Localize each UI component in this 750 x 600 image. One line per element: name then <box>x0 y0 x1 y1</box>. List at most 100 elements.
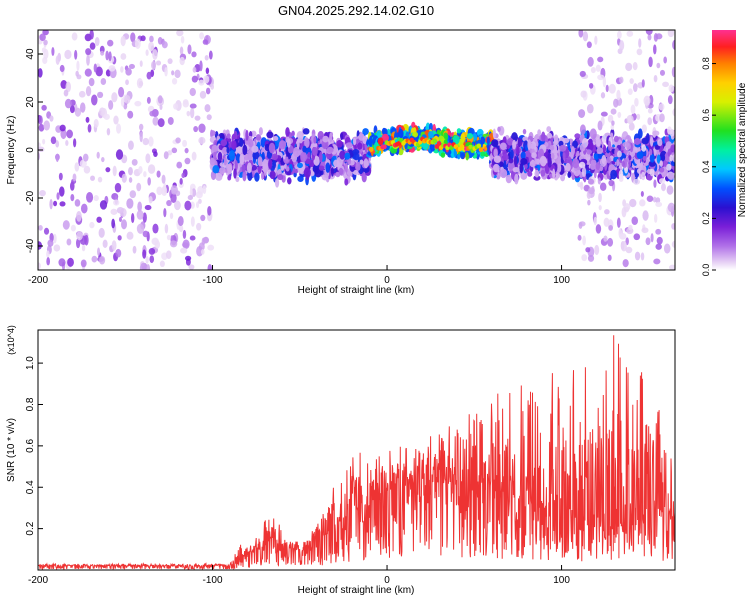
spectrogram-cell <box>344 152 351 160</box>
spectrogram-cell <box>339 150 346 160</box>
spectrogram-cell <box>139 131 143 143</box>
spectrogram-cell <box>632 61 638 71</box>
spectrogram-cell <box>53 233 57 244</box>
spectrogram-cell <box>138 165 143 174</box>
spectrogram-cell <box>85 116 90 123</box>
spectrogram-cell <box>56 192 60 200</box>
spectrogram-cell <box>620 240 627 252</box>
spectrogram-cell <box>631 216 638 225</box>
spectrogram-cell <box>656 154 661 164</box>
spectrogram-cell <box>148 247 156 255</box>
spectrogram-cell <box>157 118 165 128</box>
spectrogram-cell <box>361 172 367 183</box>
spectrogram-cell <box>222 147 228 155</box>
spectrogram-cell <box>204 104 211 113</box>
spectrogram-cell <box>574 133 581 139</box>
spectrogram-cell <box>640 171 646 181</box>
spectrogram-cell <box>130 32 136 43</box>
spectrogram-cell <box>55 55 60 65</box>
spectrogram-cell <box>657 139 663 147</box>
spectrogram-cell <box>190 216 195 227</box>
spectrogram-cell <box>589 142 594 151</box>
spectrogram-cell <box>636 48 643 56</box>
spectrogram-cell <box>203 75 210 84</box>
colorbar: 0.0 0.2 0.4 0.6 0.8 Normalized spectral ampl… <box>701 30 748 276</box>
spectrogram-cell <box>322 135 329 143</box>
spectrogram-cell <box>597 177 601 185</box>
spectrogram-cell <box>144 204 152 211</box>
spectrogram-cell <box>659 69 666 76</box>
spectrogram-cell <box>227 175 232 181</box>
spectrogram-cell <box>128 177 133 183</box>
spectrogram-cell <box>134 38 141 49</box>
spectrogram-cell <box>88 77 95 87</box>
spectrogram-cell <box>672 108 675 117</box>
spectrogram-cell <box>100 78 107 85</box>
spectrogram-cell <box>669 129 675 137</box>
spectrogram-ridge-cell <box>382 144 387 150</box>
spectrogram-cell <box>626 114 634 125</box>
spectrogram-cell <box>260 171 264 180</box>
spectrogram-cell <box>159 260 165 268</box>
spectrogram-cell <box>589 128 597 140</box>
spectrogram-cell <box>352 137 357 146</box>
spectrogram-cell <box>164 223 169 234</box>
spectrogram-cell <box>76 211 82 222</box>
spectrogram-cell <box>42 56 48 65</box>
spectrogram-cell <box>97 91 104 99</box>
x-tick-label: -200 <box>28 575 48 586</box>
spectrogram-cell <box>155 60 162 66</box>
spectrogram-cell <box>87 123 92 133</box>
spectrogram-cell <box>599 182 607 192</box>
spectrogram-cell <box>179 46 184 55</box>
spectrogram-cell <box>142 212 147 223</box>
spectrogram-cell <box>636 113 641 120</box>
spectrogram-cell <box>66 129 73 139</box>
spectrogram-cell <box>128 166 133 176</box>
spectrogram-cell <box>258 164 262 175</box>
spectrogram-cell <box>58 172 63 181</box>
spectrogram-cell <box>86 191 94 203</box>
spectrogram-cell <box>137 201 143 212</box>
spectrogram-cell <box>514 173 519 185</box>
spectrogram-cell <box>239 137 244 148</box>
spectrogram-cell <box>41 104 47 111</box>
spectrogram-cell <box>113 199 120 206</box>
spectrogram-cell <box>653 179 657 188</box>
spectrogram-cell <box>318 165 325 171</box>
spectrogram-cell <box>519 163 524 174</box>
x-tick-label: 100 <box>553 275 570 286</box>
spectrogram-cell <box>96 216 102 223</box>
spectrogram-cell <box>125 68 132 76</box>
spectrogram-cell <box>647 34 652 41</box>
spectrogram-cell <box>302 128 310 135</box>
spectrogram-cell <box>83 165 91 174</box>
spectrogram-cell <box>595 162 601 170</box>
spectrogram-cell <box>480 136 486 145</box>
spectrogram-cell <box>537 129 541 137</box>
spectrogram-cell <box>465 152 470 161</box>
spectrogram-cell <box>590 66 596 74</box>
spectrogram-cell <box>499 142 507 150</box>
spectrogram-cell <box>567 171 572 178</box>
spectrogram-cell <box>653 74 658 83</box>
spectrogram-cell <box>428 130 434 139</box>
spectrogram-cell <box>671 66 675 78</box>
spectrogram-cell <box>304 137 310 148</box>
spectrogram-cell <box>193 126 199 133</box>
spectrogram-cell <box>643 95 651 106</box>
spectrogram-marks <box>38 30 675 270</box>
spectrogram-cell <box>581 166 587 178</box>
spectrogram-cell <box>619 40 625 51</box>
spectrogram-cell <box>91 94 98 106</box>
spectrogram-cell <box>646 195 654 203</box>
spectrogram-cell <box>272 160 277 169</box>
spectrogram-cell <box>641 79 645 88</box>
spectrogram-cell <box>625 62 633 72</box>
spectrogram-cell <box>665 141 673 149</box>
spectrogram-cell <box>271 153 279 161</box>
spectrogram-cell <box>582 31 589 42</box>
spectrogram-cell <box>252 151 260 160</box>
spectrogram-cell <box>129 190 137 199</box>
spectrogram-cell <box>412 131 419 138</box>
